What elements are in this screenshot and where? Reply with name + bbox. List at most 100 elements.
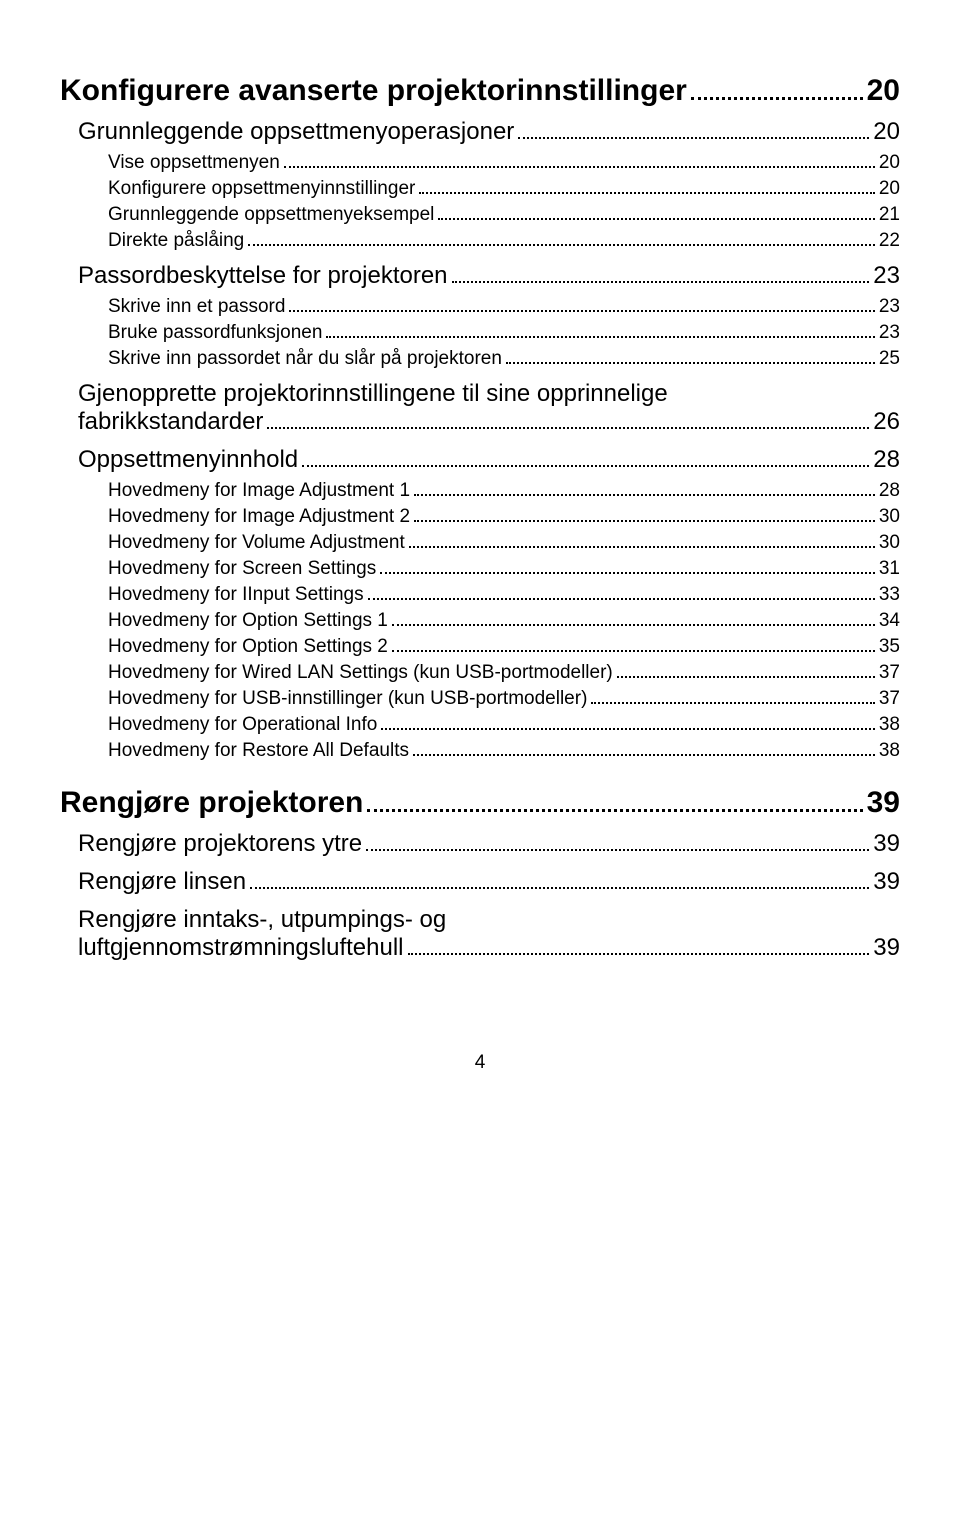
toc-leader-dots xyxy=(414,509,875,522)
toc-leader-dots xyxy=(392,639,875,652)
toc-leader-dots xyxy=(368,587,875,600)
toc-entry: Hovedmeny for Image Adjustment 128 xyxy=(108,480,900,502)
toc-title: Hovedmeny for Volume Adjustment xyxy=(108,532,405,554)
toc-title: Vise oppsettmenyen xyxy=(108,152,280,174)
toc-leader-dots xyxy=(452,266,870,283)
toc-page-number: 30 xyxy=(879,506,900,528)
toc-leader-dots xyxy=(284,155,875,168)
toc-title: Direkte påslåing xyxy=(108,230,244,252)
toc-title: Hovedmeny for Restore All Defaults xyxy=(108,740,409,762)
toc-entry: Passordbeskyttelse for projektoren 23 xyxy=(78,262,900,290)
toc-title: luftgjennomstrømningsluftehull xyxy=(78,934,404,962)
toc-leader-dots xyxy=(380,561,875,574)
page-number: 4 xyxy=(60,1052,900,1074)
toc-title: Skrive inn passordet når du slår på proj… xyxy=(108,348,502,370)
toc-entry: Hovedmeny for Restore All Defaults 38 xyxy=(108,740,900,762)
toc-title: Hovedmeny for IInput Settings xyxy=(108,584,364,606)
table-of-contents: Konfigurere avanserte projektorinnstilli… xyxy=(60,74,900,962)
toc-page-number: 23 xyxy=(879,296,900,318)
toc-entry: Vise oppsettmenyen 20 xyxy=(108,152,900,174)
toc-page-number: 22 xyxy=(879,230,900,252)
toc-leader-dots xyxy=(591,691,874,704)
toc-page-number: 25 xyxy=(879,348,900,370)
toc-entry: Gjenopprette projektorinnstillingene til… xyxy=(78,380,900,436)
toc-title: Bruke passordfunksjonen xyxy=(108,322,322,344)
toc-entry: Rengjøre inntaks-, utpumpings- ogluftgje… xyxy=(78,906,900,962)
toc-page-number: 20 xyxy=(879,152,900,174)
toc-leader-dots xyxy=(366,834,869,851)
toc-title: Passordbeskyttelse for projektoren xyxy=(78,262,448,290)
toc-entry: Konfigurere oppsettmenyinnstillinger 20 xyxy=(108,178,900,200)
toc-leader-dots xyxy=(289,299,874,312)
toc-leader-dots xyxy=(267,412,869,429)
toc-entry: Hovedmeny for Wired LAN Settings (kun US… xyxy=(108,662,900,684)
toc-title: fabrikkstandarder xyxy=(78,408,263,436)
toc-page-number: 39 xyxy=(867,786,900,820)
toc-title: Skrive inn et passord xyxy=(108,296,285,318)
toc-title: Grunnleggende oppsettmenyeksempel xyxy=(108,204,434,226)
toc-leader-dots xyxy=(506,351,875,364)
toc-entry: Grunnleggende oppsettmenyeksempel 21 xyxy=(108,204,900,226)
toc-title: Oppsettmenyinnhold xyxy=(78,446,298,474)
toc-entry: Hovedmeny for Volume Adjustment 30 xyxy=(108,532,900,554)
toc-entry: Hovedmeny for Option Settings 2 35 xyxy=(108,636,900,658)
toc-page-number: 28 xyxy=(873,446,900,474)
toc-title: Hovedmeny for Option Settings 2 xyxy=(108,636,388,658)
toc-page-number: 28 xyxy=(879,480,900,502)
toc-leader-dots xyxy=(413,743,875,756)
toc-page-number: 20 xyxy=(879,178,900,200)
toc-entry: Skrive inn passordet når du slår på proj… xyxy=(108,348,900,370)
toc-entry: Hovedmeny for USB-innstillinger (kun USB… xyxy=(108,688,900,710)
toc-page-number: 31 xyxy=(879,558,900,580)
toc-entry: Hovedmeny for Image Adjustment 230 xyxy=(108,506,900,528)
toc-page-number: 23 xyxy=(879,322,900,344)
toc-page-number: 35 xyxy=(879,636,900,658)
toc-page-number: 30 xyxy=(879,532,900,554)
toc-leader-dots xyxy=(419,181,875,194)
toc-title: Hovedmeny for Wired LAN Settings (kun US… xyxy=(108,662,613,684)
toc-title: Rengjøre inntaks-, utpumpings- og xyxy=(78,906,900,934)
toc-title: Konfigurere avanserte projektorinnstilli… xyxy=(60,74,687,108)
toc-entry: Rengjøre linsen 39 xyxy=(78,868,900,896)
toc-entry: Rengjøre projektoren 39 xyxy=(60,786,900,820)
toc-title: Hovedmeny for Option Settings 1 xyxy=(108,610,388,632)
toc-leader-dots xyxy=(250,872,869,889)
toc-page-number: 39 xyxy=(873,868,900,896)
toc-title: Rengjøre linsen xyxy=(78,868,246,896)
toc-page-number: 38 xyxy=(879,714,900,736)
toc-entry: Grunnleggende oppsettmenyoperasjoner 20 xyxy=(78,118,900,146)
toc-page-number: 39 xyxy=(873,934,900,962)
toc-page-number: 38 xyxy=(879,740,900,762)
toc-leader-dots xyxy=(518,122,869,139)
toc-entry: Rengjøre projektorens ytre 39 xyxy=(78,830,900,858)
toc-leader-dots xyxy=(691,79,863,100)
toc-title: Rengjøre projektorens ytre xyxy=(78,830,362,858)
toc-page-number: 26 xyxy=(873,408,900,436)
toc-title: Hovedmeny for Operational Info xyxy=(108,714,377,736)
toc-page-number: 20 xyxy=(867,74,900,108)
toc-page-number: 21 xyxy=(879,204,900,226)
toc-page-number: 33 xyxy=(879,584,900,606)
toc-title: Gjenopprette projektorinnstillingene til… xyxy=(78,380,900,408)
toc-title: Grunnleggende oppsettmenyoperasjoner xyxy=(78,118,514,146)
toc-entry: Skrive inn et passord 23 xyxy=(108,296,900,318)
toc-leader-dots xyxy=(381,717,875,730)
toc-leader-dots xyxy=(414,483,875,496)
toc-leader-dots xyxy=(617,665,875,678)
toc-entry: Hovedmeny for Option Settings 1 34 xyxy=(108,610,900,632)
toc-title: Konfigurere oppsettmenyinnstillinger xyxy=(108,178,415,200)
toc-page-number: 39 xyxy=(873,830,900,858)
toc-entry: Oppsettmenyinnhold 28 xyxy=(78,446,900,474)
toc-page-number: 37 xyxy=(879,662,900,684)
toc-page-number: 23 xyxy=(873,262,900,290)
toc-page-number: 37 xyxy=(879,688,900,710)
toc-leader-dots xyxy=(392,613,875,626)
toc-page-number: 34 xyxy=(879,610,900,632)
toc-leader-dots xyxy=(409,535,875,548)
toc-entry: Konfigurere avanserte projektorinnstilli… xyxy=(60,74,900,108)
toc-title: Hovedmeny for Screen Settings xyxy=(108,558,376,580)
toc-title: Rengjøre projektoren xyxy=(60,786,363,820)
toc-title: Hovedmeny for USB-innstillinger (kun USB… xyxy=(108,688,587,710)
toc-entry: Hovedmeny for Screen Settings 31 xyxy=(108,558,900,580)
toc-page-number: 20 xyxy=(873,118,900,146)
